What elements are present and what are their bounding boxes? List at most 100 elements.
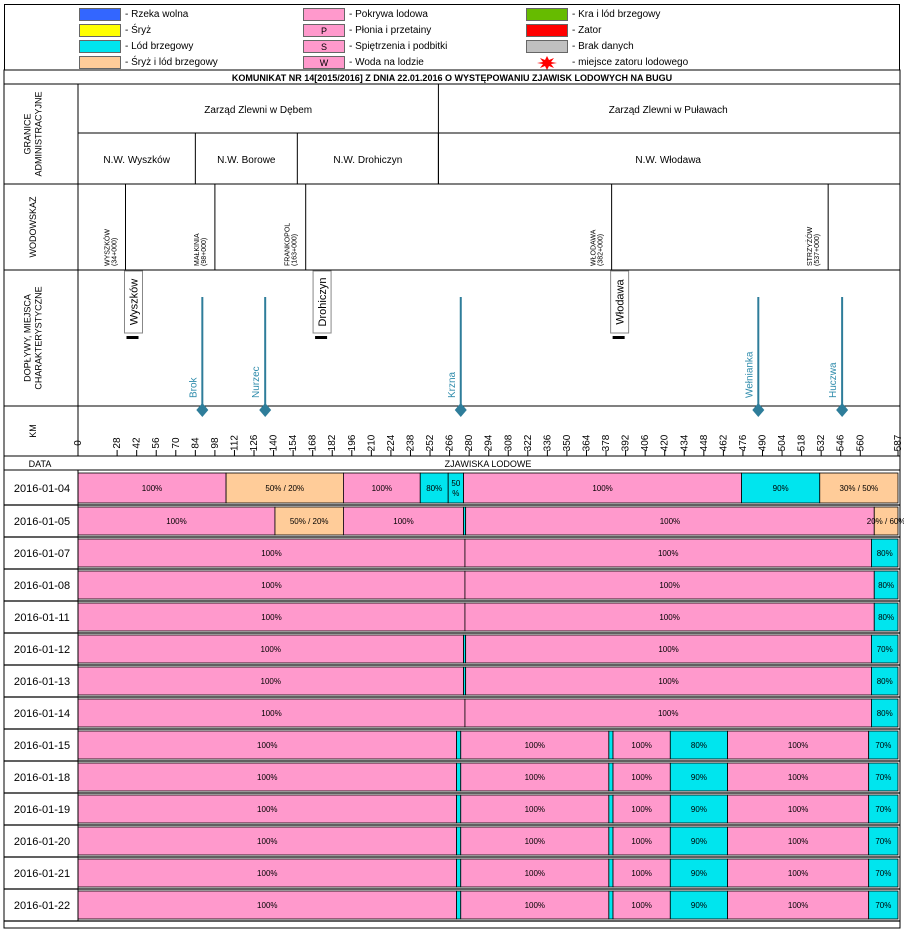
km-tick-label: 336 bbox=[542, 434, 553, 451]
ice-segment bbox=[225, 472, 344, 504]
km-tick-label: 476 bbox=[738, 434, 749, 451]
ice-segment bbox=[612, 794, 671, 824]
ice-segment-label: 100% bbox=[631, 741, 651, 750]
place-box bbox=[123, 270, 143, 334]
ice-segment bbox=[464, 698, 872, 728]
ice-segment bbox=[727, 826, 870, 856]
row-date: 2016-01-14 bbox=[14, 708, 70, 720]
ice-segment bbox=[464, 538, 872, 568]
ice-segment-label: 100% bbox=[788, 805, 808, 814]
ice-segment-label: 100% bbox=[525, 837, 545, 846]
km-tick-label: 154 bbox=[288, 434, 299, 451]
km-tick-label: 168 bbox=[308, 434, 319, 451]
km-tick-label: 112 bbox=[229, 435, 240, 451]
ice-segment-label: 50% / 20% bbox=[290, 517, 329, 526]
ice-segment bbox=[873, 602, 899, 632]
ice-segment bbox=[456, 890, 462, 920]
ice-segment-label: 100% bbox=[631, 805, 651, 814]
row-date: 2016-01-22 bbox=[14, 900, 70, 912]
km-tick-label: 532 bbox=[816, 434, 827, 451]
place-name: Wyszków bbox=[128, 279, 140, 325]
gauge-label: FRANKOPOL bbox=[285, 223, 292, 266]
ice-segment-label: 90% bbox=[691, 869, 707, 878]
km-tick-label: 462 bbox=[718, 434, 729, 451]
gauge-label: (382+000) bbox=[598, 234, 605, 266]
ice-segment bbox=[871, 666, 899, 696]
ice-segment bbox=[465, 634, 872, 664]
ice-segment-label: 70% bbox=[875, 741, 891, 750]
km-tick-label: 504 bbox=[777, 434, 788, 451]
zarzad-name: Zarząd Zlewni w Dębem bbox=[204, 105, 312, 116]
tributary-name: Nurzec bbox=[251, 366, 262, 398]
tributary-marker bbox=[259, 403, 272, 417]
ice-segment bbox=[608, 762, 614, 792]
km-tick-label: 182 bbox=[327, 434, 338, 451]
km-tick-label: 126 bbox=[249, 434, 260, 451]
legend-item: - Rzeka wolna bbox=[79, 7, 188, 22]
place-box bbox=[610, 270, 630, 334]
ice-segment bbox=[871, 634, 899, 664]
row-date: 2016-01-05 bbox=[14, 516, 70, 528]
row-date: 2016-01-04 bbox=[14, 483, 70, 495]
ice-segment bbox=[77, 538, 466, 568]
km-tick-label: 266 bbox=[445, 434, 456, 451]
ice-segment-label: 100% bbox=[659, 581, 679, 590]
km-tick-label: 448 bbox=[699, 434, 710, 451]
ice-segment-label: 100% bbox=[525, 901, 545, 910]
km-tick-label: 210 bbox=[366, 434, 377, 451]
ice-segment bbox=[608, 890, 614, 920]
wodowskaz-label: WODOWSKAZ bbox=[28, 196, 38, 257]
legend: - Rzeka wolna - Śryż - Lód brzegowy - Śryż … bbox=[4, 4, 900, 70]
ice-segment-label: 90% bbox=[691, 837, 707, 846]
ice-segment bbox=[612, 826, 671, 856]
ice-segment bbox=[463, 472, 742, 504]
km-tick-label: 434 bbox=[679, 434, 690, 451]
ice-segment-label: 100% bbox=[372, 484, 392, 493]
ice-segment-label: 50 bbox=[451, 479, 460, 488]
ice-segment bbox=[868, 762, 899, 792]
tributary-name: Krzna bbox=[447, 371, 458, 398]
km-tick-label: 84 bbox=[190, 437, 201, 449]
ice-segment bbox=[727, 890, 870, 920]
ice-segment-label: 100% bbox=[658, 677, 678, 686]
ice-segment bbox=[608, 794, 614, 824]
ice-segment-label: 80% bbox=[877, 549, 893, 558]
km-tick-label: 322 bbox=[523, 434, 534, 451]
ice-segment-label: 100% bbox=[261, 677, 281, 686]
ice-segment-label: 100% bbox=[257, 837, 277, 846]
ice-segment bbox=[868, 730, 899, 760]
ice-segment bbox=[464, 570, 875, 600]
ice-segment-label: 100% bbox=[660, 517, 680, 526]
km-tick-label: 140 bbox=[269, 434, 280, 451]
ice-segment bbox=[871, 698, 899, 728]
km-tick-label: 350 bbox=[562, 434, 573, 451]
row-date: 2016-01-08 bbox=[14, 580, 70, 592]
tributary-marker bbox=[836, 403, 849, 417]
km-tick-label: 238 bbox=[405, 434, 416, 451]
legend-item: - Lód brzegowy bbox=[79, 39, 193, 54]
row-date: 2016-01-19 bbox=[14, 804, 70, 816]
ice-segment-label: 100% bbox=[257, 805, 277, 814]
ice-segment bbox=[741, 472, 821, 504]
ice-segment-label: 100% bbox=[257, 869, 277, 878]
doplywy-label: DOPŁYWY, MIEJSCA bbox=[23, 294, 33, 382]
ice-segment-label: 100% bbox=[257, 741, 277, 750]
nadzor-name: N.W. Wyszków bbox=[103, 155, 170, 166]
ice-segment bbox=[456, 826, 462, 856]
ice-segment bbox=[77, 826, 457, 856]
km-tick-label: 294 bbox=[484, 434, 495, 451]
ice-segment bbox=[77, 890, 457, 920]
tributary-marker bbox=[196, 403, 209, 417]
ice-segment-label: 70% bbox=[875, 837, 891, 846]
km-tick-label: 587 bbox=[893, 434, 904, 451]
zarzad-name: Zarząd Zlewni w Puławach bbox=[609, 105, 728, 116]
ice-segment-label: 100% bbox=[525, 741, 545, 750]
ice-segment-label: 100% bbox=[658, 645, 678, 654]
km-tick-label: 252 bbox=[425, 434, 436, 451]
data-header: DATA bbox=[29, 459, 52, 469]
ice-segment-label: 80% bbox=[691, 741, 707, 750]
ice-segment-label: 100% bbox=[525, 869, 545, 878]
ice-segment-label: 100% bbox=[166, 517, 186, 526]
gauge-label: (163+000) bbox=[292, 234, 299, 266]
ice-segment-label: 100% bbox=[257, 773, 277, 782]
